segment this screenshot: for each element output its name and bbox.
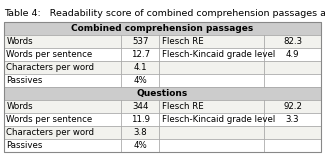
Text: Characters per word: Characters per word — [6, 128, 95, 137]
Bar — [159, 61, 264, 74]
Text: Flesch-Kincaid grade level: Flesch-Kincaid grade level — [162, 50, 275, 59]
Bar — [159, 48, 264, 61]
Bar — [159, 113, 264, 126]
Bar — [121, 113, 159, 126]
Text: 3.3: 3.3 — [286, 115, 299, 124]
Text: Words: Words — [6, 102, 33, 111]
Bar — [264, 100, 321, 113]
Text: 92.2: 92.2 — [283, 102, 302, 111]
Bar — [159, 126, 264, 139]
Bar — [264, 139, 321, 152]
Text: 12.7: 12.7 — [131, 50, 150, 59]
Bar — [4, 22, 321, 152]
Bar — [4, 74, 121, 87]
Text: 4.1: 4.1 — [134, 63, 147, 72]
Text: Words per sentence: Words per sentence — [6, 115, 93, 124]
Text: Table 4:   Readability score of combined comprehension passages and questions: Table 4: Readability score of combined c… — [4, 9, 325, 18]
Text: Questions: Questions — [137, 89, 188, 98]
Bar — [264, 126, 321, 139]
Bar — [159, 100, 264, 113]
Bar — [4, 126, 121, 139]
Bar — [264, 74, 321, 87]
Bar — [264, 61, 321, 74]
Text: Passives: Passives — [6, 76, 43, 85]
Text: Words: Words — [6, 37, 33, 46]
Text: Flesch RE: Flesch RE — [162, 37, 204, 46]
Text: 4%: 4% — [134, 141, 147, 150]
Bar — [4, 22, 321, 35]
Text: 82.3: 82.3 — [283, 37, 302, 46]
Bar — [4, 139, 121, 152]
Text: Passives: Passives — [6, 141, 43, 150]
Bar — [264, 48, 321, 61]
Text: Words per sentence: Words per sentence — [6, 50, 93, 59]
Text: Characters per word: Characters per word — [6, 63, 95, 72]
Bar — [264, 35, 321, 48]
Bar — [159, 35, 264, 48]
Text: Flesch RE: Flesch RE — [162, 102, 204, 111]
Bar — [4, 61, 121, 74]
Bar — [121, 139, 159, 152]
Text: 4%: 4% — [134, 76, 147, 85]
Bar — [121, 100, 159, 113]
Bar — [159, 139, 264, 152]
Bar — [121, 126, 159, 139]
Text: 344: 344 — [132, 102, 149, 111]
Text: 11.9: 11.9 — [131, 115, 150, 124]
Bar — [121, 61, 159, 74]
Text: Flesch-Kincaid grade level: Flesch-Kincaid grade level — [162, 115, 275, 124]
Bar — [4, 35, 121, 48]
Text: 3.8: 3.8 — [134, 128, 147, 137]
Text: 537: 537 — [132, 37, 149, 46]
Bar — [264, 113, 321, 126]
Bar — [4, 100, 121, 113]
Text: Combined comprehension passages: Combined comprehension passages — [72, 24, 254, 33]
Bar — [121, 48, 159, 61]
Bar — [4, 113, 121, 126]
Bar — [121, 35, 159, 48]
Text: 4.9: 4.9 — [286, 50, 299, 59]
Bar — [4, 48, 121, 61]
Bar — [121, 74, 159, 87]
Bar — [4, 87, 321, 100]
Bar — [159, 74, 264, 87]
